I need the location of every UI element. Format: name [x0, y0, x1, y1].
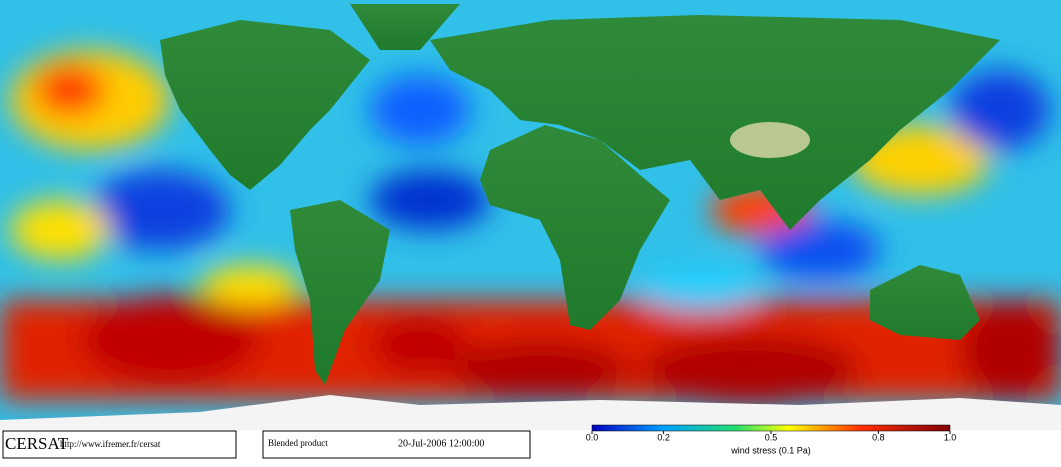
- colorbar: [591, 424, 951, 432]
- africa: [480, 125, 670, 330]
- colorbar-tick-label: 0.0: [586, 432, 599, 442]
- logo-box: [2, 430, 237, 459]
- colorbar-tick-label: 0.8: [872, 432, 885, 442]
- colorbar-tick-label: 0.5: [765, 432, 778, 442]
- land: [160, 4, 1000, 385]
- antarctica: [0, 395, 1061, 430]
- url: http://www.ifremer.fr/cersat: [60, 439, 161, 449]
- north-america: [160, 20, 370, 190]
- colorbar-tick-label: 1.0: [944, 432, 957, 442]
- greenland: [350, 4, 460, 50]
- south-america: [290, 200, 390, 385]
- logo: CERSAT: [5, 434, 69, 453]
- colorbar-tick-label: 0.2: [657, 432, 670, 442]
- australia: [870, 265, 980, 340]
- date: 20-Jul-2006 12:00:00: [398, 438, 484, 449]
- info-box: [262, 430, 531, 459]
- eurasia: [430, 15, 1000, 230]
- product: Blended product: [268, 438, 328, 448]
- colorbar-label: wind stress (0.1 Pa): [730, 445, 811, 455]
- tibet: [730, 122, 810, 158]
